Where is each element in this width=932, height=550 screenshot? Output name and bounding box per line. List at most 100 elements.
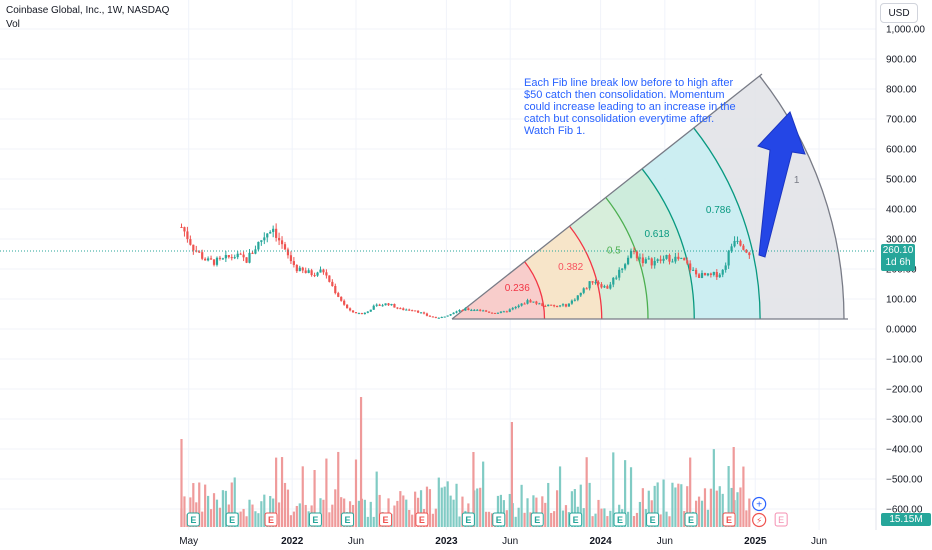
volume-bar [526,498,529,527]
volume-bar [567,512,571,527]
candle-body [316,272,319,276]
volume-bar [369,501,372,527]
volume-bar [215,499,219,527]
candle-body [635,251,639,259]
candle-body [612,277,615,285]
volume-bar [230,482,233,527]
candle-body [544,305,547,307]
candle-body [529,300,532,303]
candle-body [727,251,730,266]
fib-label-0.382: 0.382 [558,262,583,273]
candle-body [718,274,721,278]
candle-body [709,273,712,275]
y-tick-label: −100.00 [886,355,923,366]
candle-body [446,315,449,317]
volume-bar [189,497,192,527]
candle-body [671,261,674,263]
volume-bar [683,511,686,527]
candle-body [313,275,316,277]
candle-body [570,300,573,304]
volume-bar [275,457,278,527]
volume-bar [671,482,674,527]
volume-bars [180,397,751,527]
candle-body [650,258,653,266]
price-candles [180,223,751,319]
volume-bar [269,495,272,527]
volume-bar [207,495,210,527]
chart-title: Coinbase Global, Inc., 1W, NASDAQ [6,5,170,16]
fib-label-1: 1 [794,175,800,186]
volume-bar [700,500,704,527]
candle-body [434,316,437,318]
candle-body [677,256,680,259]
volume-bar [434,508,437,527]
candle-body [502,311,505,313]
volume-bar [399,491,402,527]
candle-body [416,310,420,313]
candle-body [558,305,562,307]
candle-body [224,255,227,259]
volume-bar [224,490,227,527]
candle-body [354,312,358,314]
fib-label-0.5: 0.5 [607,246,621,257]
candle-body [340,296,343,301]
candle-body [198,251,201,253]
candle-body [384,303,387,306]
volume-bar [570,491,573,527]
candle-body [561,304,565,306]
earnings-badge [461,512,475,527]
candle-body [730,246,733,252]
fib-arc-0.382 [568,225,603,320]
candle-body [396,307,399,309]
earnings-badge [613,512,627,527]
x-axis[interactable]: May 2022 Jun 2023 Jun 2024 Jun 2025 Jun [179,536,827,547]
volume-bar [180,439,183,527]
candle-body [186,231,189,240]
volume-bar [251,504,254,527]
volume-bar [452,499,455,527]
candle-body [239,253,242,255]
volume-bar [523,512,526,527]
candle-body [372,305,375,310]
volume-bar [416,497,420,527]
candle-body [295,264,298,272]
earnings-letter: E [419,515,425,525]
candle-body [399,308,402,310]
candle-body [437,317,440,319]
candle-body [615,277,618,279]
volume-bar [301,466,304,527]
candle-body [275,228,278,238]
volume-bar [721,493,724,527]
volume-bar [183,496,186,527]
earnings-letter: E [465,515,471,525]
earnings-markers[interactable]: E E E E E E E E E E E E E E E + ⚡ E [186,496,788,528]
volume-bar [748,498,751,527]
lightning-icon [752,512,767,528]
volume-bar [366,516,369,527]
candle-body [189,239,192,245]
volume-bar [520,484,523,527]
earnings-letter: E [268,515,274,525]
candle-body [564,304,568,307]
earnings-marker: E [492,512,506,527]
volume-bar [732,447,735,527]
volume-bar [286,489,290,527]
candle-body [535,301,538,304]
volume-bar [485,511,488,527]
volume-bar [396,500,399,527]
y-tick-label: −600.00 [886,505,923,516]
volume-bar [629,467,633,527]
currency-button[interactable]: USD [880,3,918,23]
volume-bar [730,487,733,527]
volume-bar [499,494,503,527]
volume-bar [718,486,721,527]
candle-body [665,254,668,259]
candle-body [588,281,591,289]
volume-bar [221,490,224,527]
volume-bar [292,511,295,527]
volume-bar [337,451,340,527]
earnings-marker: E [308,512,322,527]
volume-bar [508,493,511,527]
candle-body [402,308,405,311]
